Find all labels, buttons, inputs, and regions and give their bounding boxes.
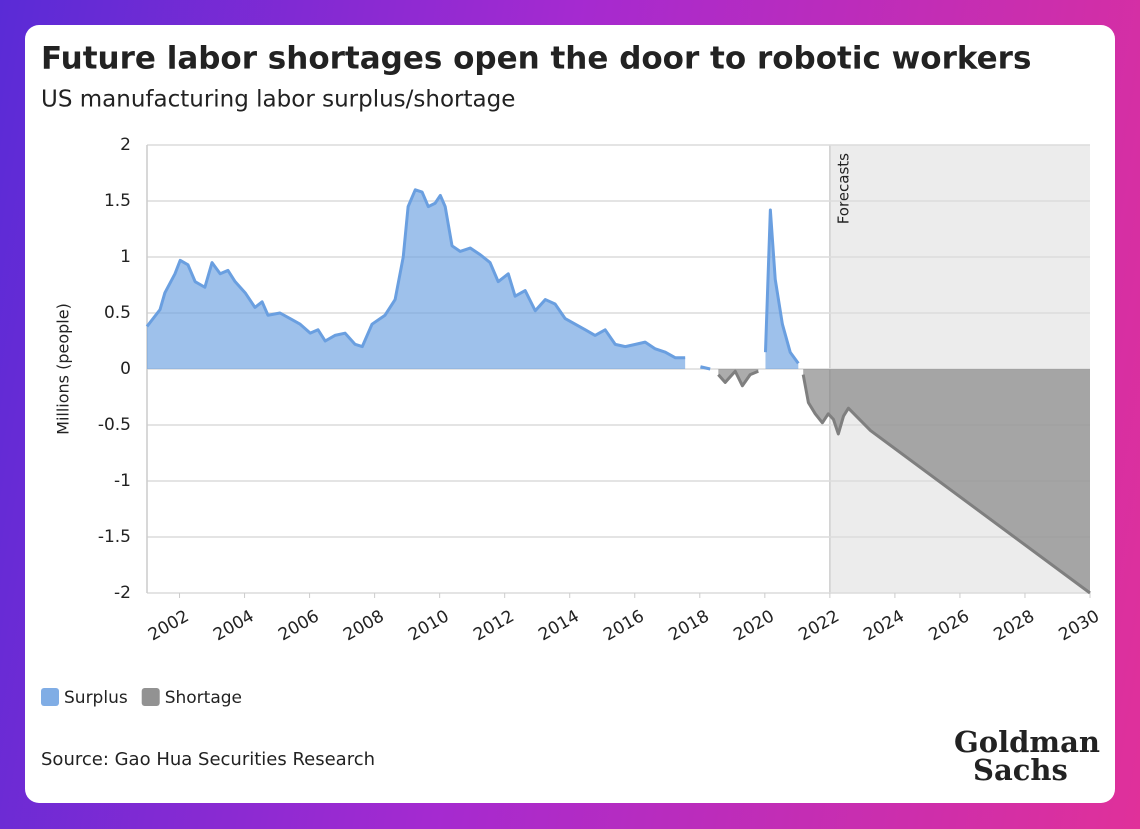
source: Source: Gao Hua Securities Research: [41, 749, 375, 770]
y-tick-label: 2: [120, 135, 131, 155]
area: [147, 189, 686, 369]
annotation: Forecasts: [834, 153, 852, 224]
legend-label: Shortage: [165, 688, 242, 708]
line: [801, 374, 1091, 595]
y-tick-label: 1: [120, 247, 131, 267]
y-tick-label: 0.5: [104, 303, 131, 323]
y-tick-label: 1.5: [104, 191, 131, 211]
line: [717, 369, 759, 388]
legend-swatch: [41, 688, 59, 706]
line: [763, 208, 800, 365]
logo: Goldman: [954, 725, 1100, 759]
chart-title: Future labor shortages open the door to …: [41, 41, 1031, 77]
area: [803, 369, 1090, 593]
y-tick-label: -0.5: [98, 415, 131, 435]
line: [700, 365, 711, 371]
y-tick-label: 0: [120, 359, 131, 379]
y-tick-label: -1.5: [98, 527, 131, 547]
y-tick-label: -2: [114, 583, 131, 603]
y-tick-label: -1: [114, 471, 131, 491]
chart-subtitle: US manufacturing labor surplus/shortage: [41, 87, 515, 113]
legend-swatch: [141, 688, 160, 706]
line: [145, 188, 686, 360]
legend-label: Surplus: [64, 688, 128, 708]
logo: Sachs: [973, 753, 1068, 787]
area: [765, 209, 799, 369]
y-axis-label: Millions (people): [54, 303, 73, 435]
